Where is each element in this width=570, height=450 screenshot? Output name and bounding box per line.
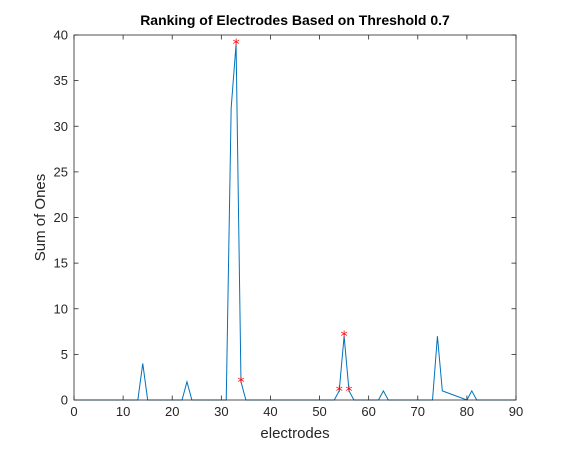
y-axis-label: Sum of Ones [32,174,49,262]
x-tick-label: 0 [70,404,77,419]
x-tick-label: 20 [165,404,179,419]
x-tick-label: 10 [116,404,130,419]
x-tick-label: 80 [460,404,474,419]
y-tick-label: 25 [54,164,68,179]
chart-title: Ranking of Electrodes Based on Threshold… [140,12,450,28]
data-marker: * [341,329,348,345]
x-tick-label: 90 [509,404,523,419]
data-marker: * [233,37,240,53]
tick-layer: 0 10 20 30 40 50 60 70 80 90 0 5 10 15 20 25 30 35 40 [54,28,524,420]
x-axis-label: electrodes [260,425,329,442]
x-tick-label: 40 [263,404,277,419]
x-tick-label: 30 [214,404,228,419]
y-tick-label: 20 [54,210,68,225]
x-tick-label: 70 [411,404,425,419]
data-marker: * [237,375,244,391]
y-tick-label: 5 [61,347,68,362]
y-tick-label: 0 [61,393,68,408]
data-layer: ***** [78,37,516,401]
y-tick-label: 30 [54,119,68,134]
x-tick-label: 50 [312,404,326,419]
x-tick-label: 60 [361,404,375,419]
data-marker: * [336,384,343,400]
y-tick-label: 35 [54,73,68,88]
series-line-1 [78,44,516,401]
y-tick-label: 10 [54,301,68,316]
y-tick-label: 15 [54,256,68,271]
y-tick-label: 40 [54,28,68,43]
plot-area [74,35,516,400]
data-marker: * [346,384,353,400]
